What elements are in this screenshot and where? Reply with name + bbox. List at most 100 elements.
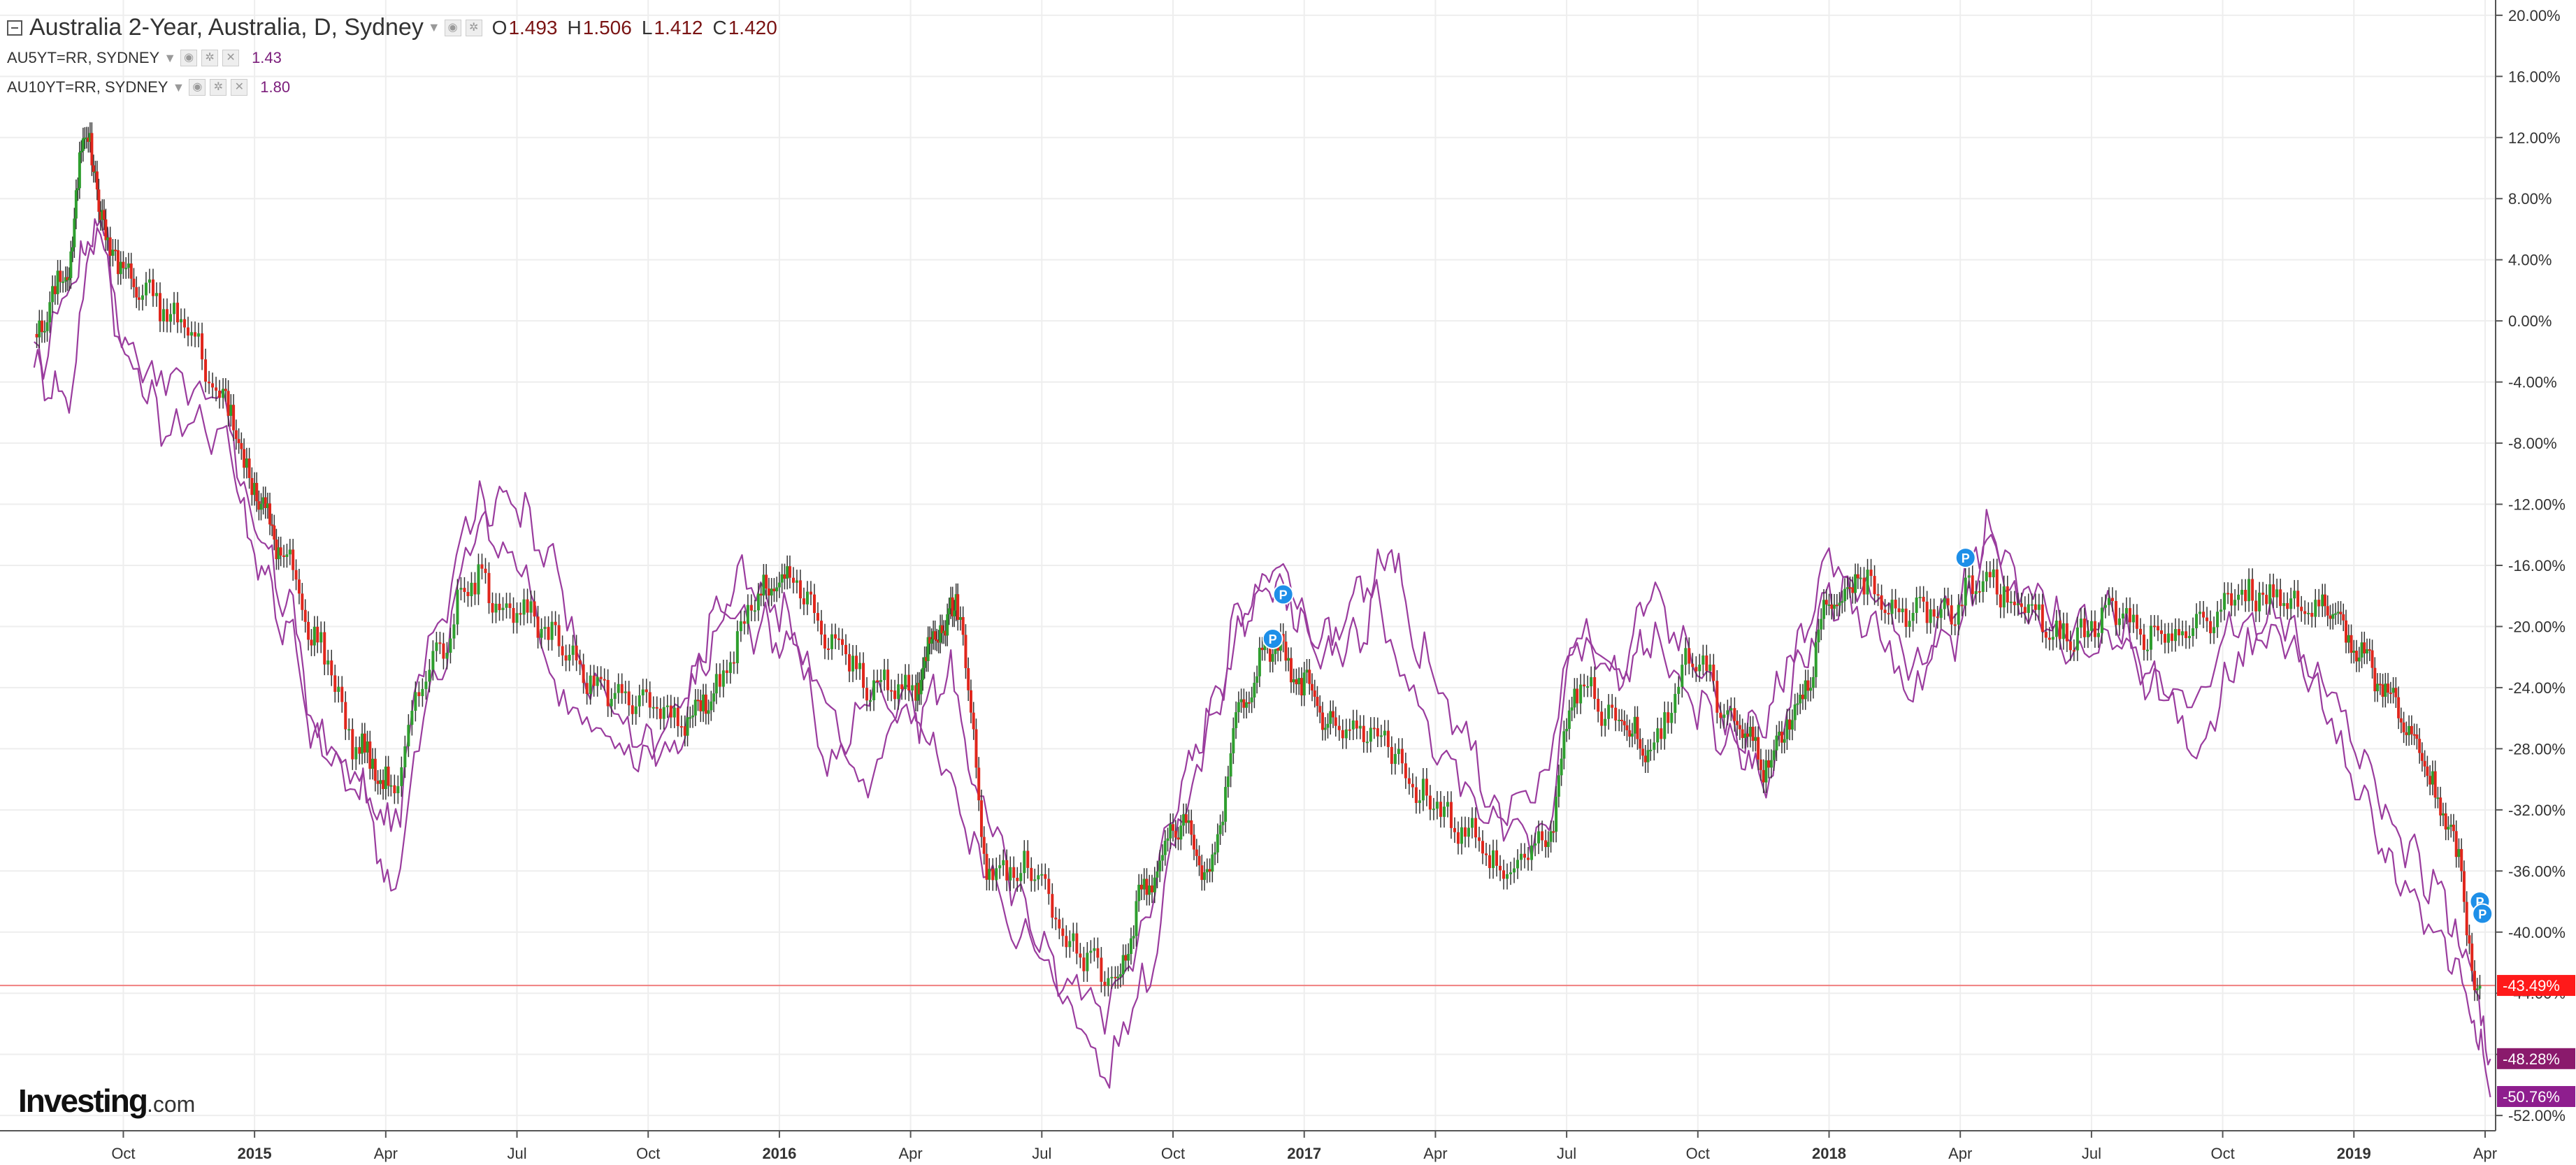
candle-body bbox=[2447, 827, 2450, 830]
candle-body bbox=[323, 632, 326, 665]
candle-body bbox=[1474, 818, 1477, 838]
candle-body bbox=[288, 549, 292, 555]
candle-body bbox=[916, 683, 919, 701]
candle-body bbox=[1856, 574, 1859, 579]
candle-body bbox=[1058, 919, 1061, 929]
candle-body bbox=[183, 319, 187, 328]
candle-body bbox=[1604, 718, 1607, 726]
candle-body bbox=[777, 582, 781, 588]
candle-body bbox=[410, 711, 414, 725]
candle-body bbox=[1089, 950, 1093, 953]
x-tick-label: Jul bbox=[507, 1145, 526, 1162]
candle-body bbox=[1911, 612, 1915, 621]
chevron-down-icon[interactable]: ▼ bbox=[164, 50, 177, 65]
event-marker-icon[interactable] bbox=[1955, 547, 1976, 569]
candle-body bbox=[951, 597, 954, 616]
event-marker-icon[interactable] bbox=[2472, 903, 2494, 925]
candle-body bbox=[2131, 614, 2135, 623]
candle-body bbox=[215, 387, 218, 391]
candle-body bbox=[756, 593, 760, 611]
candle-body bbox=[1351, 720, 1355, 730]
candle-body bbox=[102, 210, 106, 219]
logo-suffix: .com bbox=[146, 1092, 196, 1117]
eye-icon[interactable]: ◉ bbox=[189, 79, 206, 96]
candle-body bbox=[393, 785, 396, 794]
event-marker-icon[interactable] bbox=[1262, 628, 1283, 649]
candle-body bbox=[51, 286, 55, 303]
candle-body bbox=[1488, 855, 1491, 869]
x-tick-label: Jul bbox=[2082, 1145, 2101, 1162]
candle-body bbox=[2265, 595, 2268, 605]
candle-body bbox=[1142, 878, 1146, 890]
close-icon[interactable]: ✕ bbox=[231, 79, 248, 96]
candle-body bbox=[2156, 625, 2159, 631]
candle-body bbox=[73, 218, 76, 247]
candle-body bbox=[237, 439, 240, 444]
candle-body bbox=[953, 610, 956, 616]
candle-body bbox=[477, 564, 480, 595]
candle-body bbox=[1110, 976, 1114, 978]
candle-body bbox=[2209, 621, 2212, 634]
eye-icon[interactable]: ◉ bbox=[444, 19, 461, 36]
eye-icon[interactable]: ◉ bbox=[180, 50, 198, 66]
candle-body bbox=[819, 621, 823, 635]
candle-body bbox=[154, 293, 158, 296]
candle-body bbox=[2439, 797, 2442, 816]
candle-body bbox=[634, 706, 638, 714]
candle-body bbox=[1169, 824, 1172, 839]
candle-body bbox=[1757, 737, 1760, 760]
candle-body bbox=[2247, 579, 2251, 602]
candle-body bbox=[1527, 858, 1530, 860]
candle-body bbox=[645, 689, 648, 693]
candle-body bbox=[1107, 978, 1110, 986]
candle-body bbox=[2420, 753, 2424, 761]
candle-body bbox=[2219, 609, 2223, 612]
gear-icon[interactable]: ✲ bbox=[210, 79, 227, 96]
candle-body bbox=[1397, 748, 1400, 754]
candle-body bbox=[1086, 953, 1089, 971]
candle-body bbox=[1636, 716, 1639, 739]
candle-body bbox=[1736, 721, 1739, 725]
candle-body bbox=[659, 708, 662, 719]
chevron-down-icon[interactable]: ▼ bbox=[427, 20, 440, 34]
candle-body bbox=[533, 601, 536, 617]
candle-body bbox=[2303, 611, 2307, 614]
candle-body bbox=[1851, 587, 1855, 593]
candle-body bbox=[1132, 936, 1135, 939]
candle-body bbox=[522, 599, 526, 615]
candle-body bbox=[879, 680, 883, 682]
candle-body bbox=[259, 503, 263, 510]
candle-body bbox=[1323, 728, 1327, 730]
candle-body bbox=[1002, 860, 1005, 866]
candle-body bbox=[2027, 604, 2030, 614]
candle-body bbox=[2164, 634, 2167, 643]
candle-body bbox=[1229, 753, 1232, 777]
event-marker-icon[interactable] bbox=[1272, 584, 1294, 605]
candle-body bbox=[564, 655, 568, 661]
candle-body bbox=[438, 642, 442, 644]
candle-body bbox=[253, 483, 257, 495]
candle-body bbox=[1425, 779, 1428, 796]
close-value: 1.420 bbox=[728, 16, 777, 38]
candle-body bbox=[1334, 717, 1337, 726]
candle-body bbox=[2149, 625, 2152, 650]
candle-body bbox=[2107, 598, 2110, 605]
close-icon[interactable]: ✕ bbox=[222, 50, 240, 66]
candle-body bbox=[865, 688, 869, 701]
candle-body bbox=[816, 613, 819, 621]
candle-body bbox=[1978, 591, 1981, 593]
candle-body bbox=[770, 588, 773, 596]
candle-body bbox=[1537, 831, 1541, 844]
candle-body bbox=[445, 653, 449, 659]
collapse-icon[interactable] bbox=[7, 20, 22, 36]
candle-body bbox=[137, 297, 141, 301]
candle-body bbox=[783, 574, 786, 579]
gear-icon[interactable]: ✲ bbox=[201, 50, 219, 66]
candle-body bbox=[603, 679, 606, 681]
candle-body bbox=[1922, 596, 1925, 602]
chevron-down-icon[interactable]: ▼ bbox=[172, 80, 185, 94]
candle-body bbox=[2268, 584, 2272, 605]
gear-icon[interactable]: ✲ bbox=[465, 19, 482, 36]
